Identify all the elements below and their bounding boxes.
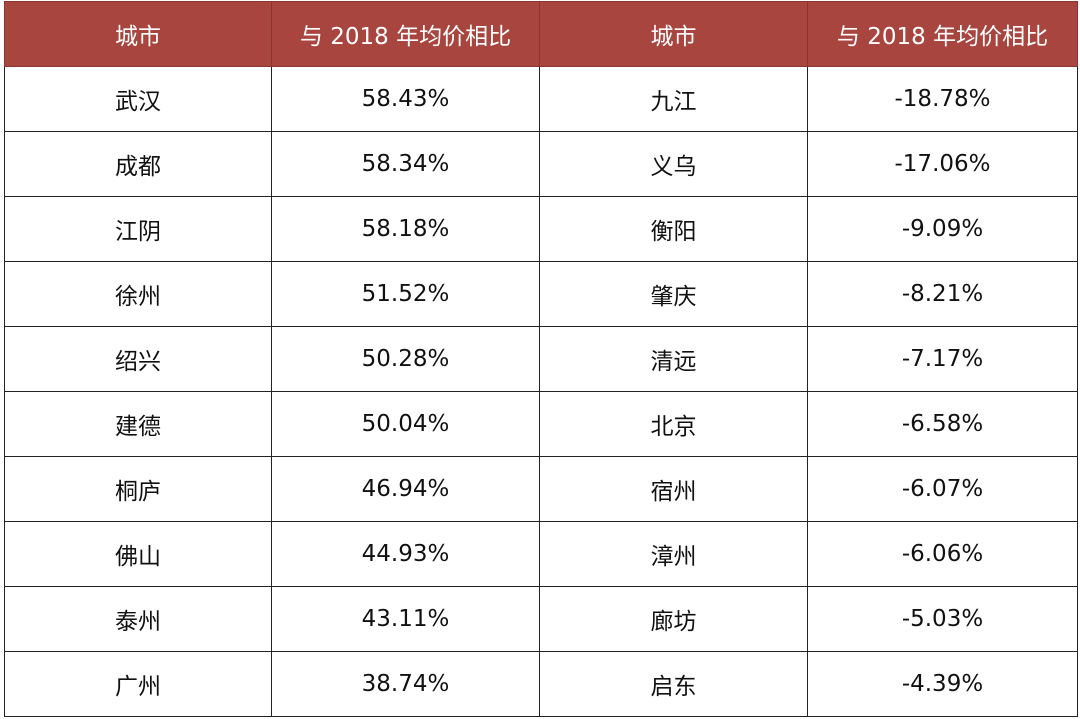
table-row: 绍兴 50.28% 清远 -7.17% <box>4 326 1078 392</box>
table-row: 建德 50.04% 北京 -6.58% <box>4 391 1078 457</box>
city-cell: 佛山 <box>4 521 272 587</box>
table-row: 佛山 44.93% 漳州 -6.06% <box>4 521 1078 587</box>
change-cell: -18.78% <box>807 66 1078 132</box>
city-cell: 清远 <box>539 326 808 392</box>
city-cell: 宿州 <box>539 456 808 522</box>
table-row: 江阴 58.18% 衡阳 -9.09% <box>4 196 1078 262</box>
change-cell: -8.21% <box>807 261 1078 327</box>
city-cell: 桐庐 <box>4 456 272 522</box>
change-cell: -5.03% <box>807 586 1078 652</box>
city-cell: 泰州 <box>4 586 272 652</box>
city-cell: 江阴 <box>4 196 272 262</box>
table-row: 徐州 51.52% 肇庆 -8.21% <box>4 261 1078 327</box>
city-cell: 漳州 <box>539 521 808 587</box>
change-cell: 44.93% <box>271 521 540 587</box>
change-cell: -6.06% <box>807 521 1078 587</box>
table-row: 泰州 43.11% 廊坊 -5.03% <box>4 586 1078 652</box>
change-cell: 58.34% <box>271 131 540 197</box>
table-header: 城市与 2018 年均价相比 城市与 2018 年均价相比 <box>4 1 1078 67</box>
city-cell: 建德 <box>4 391 272 457</box>
change-cell: 58.18% <box>271 196 540 262</box>
city-cell: 绍兴 <box>4 326 272 392</box>
city-cell: 徐州 <box>4 261 272 327</box>
change-cell: -17.06% <box>807 131 1078 197</box>
city-cell: 九江 <box>539 66 808 132</box>
city-cell: 启东 <box>539 651 808 717</box>
change-cell: -7.17% <box>807 326 1078 392</box>
table-row: 武汉 58.43% 九江 -18.78% <box>4 66 1078 132</box>
city-cell: 廊坊 <box>539 586 808 652</box>
change-cell: -4.39% <box>807 651 1078 717</box>
header-cell: 与 2018 年均价相比 <box>271 1 540 67</box>
change-cell: -9.09% <box>807 196 1078 262</box>
change-cell: 43.11% <box>271 586 540 652</box>
city-cell: 武汉 <box>4 66 272 132</box>
city-cell: 广州 <box>4 651 272 717</box>
city-cell: 北京 <box>539 391 808 457</box>
header-row: 城市与 2018 年均价相比 城市与 2018 年均价相比 <box>4 1 1078 67</box>
header-cell: 与 2018 年均价相比 <box>807 1 1078 67</box>
table-row: 成都 58.34% 义乌 -17.06% <box>4 131 1078 197</box>
city-cell: 义乌 <box>539 131 808 197</box>
header-cell: 城市 <box>539 1 808 67</box>
price-table: 城市与 2018 年均价相比 城市与 2018 年均价相比 武汉 58.43% 九江 -… <box>4 1 1078 717</box>
change-cell: 38.74% <box>271 651 540 717</box>
change-cell: 51.52% <box>271 261 540 327</box>
city-cell: 肇庆 <box>539 261 808 327</box>
city-cell: 衡阳 <box>539 196 808 262</box>
header-cell: 城市 <box>4 1 272 67</box>
city-cell: 成都 <box>4 131 272 197</box>
table-row: 广州 38.74% 启东 -4.39% <box>4 651 1078 717</box>
table-body: 武汉 58.43% 九江 -18.78% 成都 58.34% 义乌 -17.06% 江阴 58.1… <box>4 66 1078 717</box>
change-cell: -6.07% <box>807 456 1078 522</box>
change-cell: 46.94% <box>271 456 540 522</box>
change-cell: 50.28% <box>271 326 540 392</box>
table-row: 桐庐 46.94% 宿州 -6.07% <box>4 456 1078 522</box>
change-cell: 58.43% <box>271 66 540 132</box>
change-cell: 50.04% <box>271 391 540 457</box>
change-cell: -6.58% <box>807 391 1078 457</box>
